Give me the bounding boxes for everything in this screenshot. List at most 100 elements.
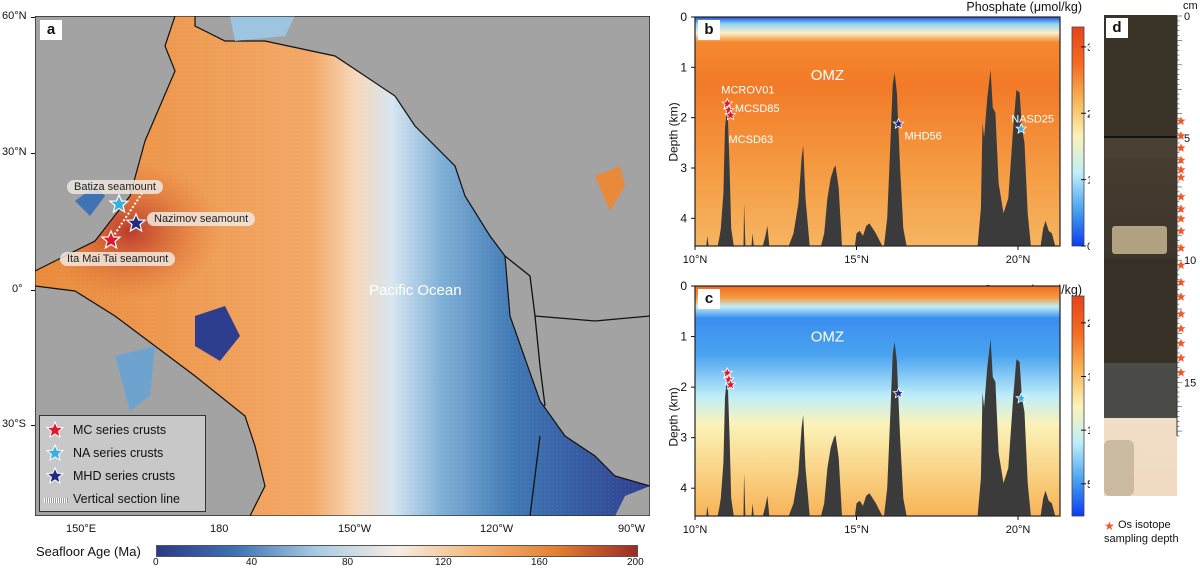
panel-d: d cm 0 5 10 15 ★ Os isotope sampling depth <box>1090 0 1200 568</box>
scale-tick-label: 15 <box>1184 377 1196 389</box>
os-sampling-star <box>1176 277 1186 287</box>
omz-label: OMZ <box>811 67 844 84</box>
marginal-basin <box>195 306 240 361</box>
omz-label: OMZ <box>811 329 844 346</box>
x-tick-label: 10°N <box>683 254 708 266</box>
map-x-tick: 90°W <box>618 523 646 535</box>
batiza-seamount-star[interactable] <box>108 193 130 214</box>
os-sampling-star <box>1176 172 1186 182</box>
os-sampling-star <box>1176 143 1186 152</box>
plot-frame <box>694 16 1061 247</box>
os-sampling-star <box>1176 309 1186 318</box>
legend-section-line: Vertical section line <box>73 492 181 506</box>
colorbar-tick-label: 150 <box>1087 371 1090 383</box>
ita-mai-tai-seamount-label: Ita Mai Tai seamount <box>60 252 176 266</box>
scale-tick-label: 10 <box>1184 255 1196 267</box>
crust-photo <box>1104 363 1177 418</box>
vertical-section-line <box>109 185 148 242</box>
batiza-seamount-label: Batiza seamount <box>67 180 163 194</box>
nazimov-seamount-star[interactable] <box>125 212 147 233</box>
os-sampling-star <box>1176 353 1186 362</box>
sample-star-mcsd63[interactable] <box>724 378 737 390</box>
y-tick-label: 3 <box>680 161 687 175</box>
crust-photo <box>1104 138 1177 158</box>
colorbar-tick-label: 0 <box>1087 241 1090 253</box>
os-sampling-star <box>1176 226 1186 235</box>
sample-label-mcsd85: MCSD85 <box>735 103 780 115</box>
os-sampling-star <box>1176 116 1186 125</box>
y-tick-label: 2 <box>680 111 687 125</box>
colorbar <box>1071 26 1085 247</box>
oxygen-section: 0 1 2 3 4 10°N 15°N 20°N OMZ 50 100 150 200 <box>680 280 1090 536</box>
plot-frame <box>694 285 1061 517</box>
sample-label-mcrov01: MCROV01 <box>721 85 774 97</box>
plate-boundary <box>534 315 650 322</box>
os-sampling-star <box>1176 155 1186 165</box>
os-legend-star-icon: ★ <box>1104 519 1115 533</box>
panel-d-letter: d <box>1106 18 1128 38</box>
os-sampling-star <box>1176 214 1186 223</box>
os-sampling-star <box>1176 131 1186 140</box>
map-x-tick: 150°E <box>66 523 97 535</box>
land-asia-northwest <box>35 16 176 272</box>
crust-photo-light-patch <box>1112 226 1167 254</box>
ita-mai-tai-seamount-star[interactable] <box>100 229 122 250</box>
gulf-of-california <box>595 166 625 211</box>
age-colorbar-tick: 80 <box>342 557 354 568</box>
legend-mc-star-icon <box>46 421 64 439</box>
y-tick-label: 3 <box>680 431 687 445</box>
core-scale-unit: cm <box>1183 0 1198 12</box>
age-colorbar-tick: 200 <box>627 557 644 568</box>
sample-star-mcsd63[interactable] <box>724 109 737 121</box>
x-tick-label: 20°N <box>1006 254 1031 266</box>
phosphate-title: Phosphate (μmol/kg) <box>966 0 1082 14</box>
colorbar <box>1071 295 1085 517</box>
colorbar-tick-label: 1 <box>1087 175 1090 187</box>
map-x-tick: 180 <box>210 523 229 535</box>
panel-c-letter: c <box>698 289 720 309</box>
map-legend: MC series crusts NA series crusts MHD se… <box>39 415 206 512</box>
land-south-america <box>615 486 650 516</box>
legend-mhd-star-icon <box>46 467 64 485</box>
scale-tick-label: 0 <box>1184 11 1190 23</box>
map-x-tick: 150°W <box>338 523 372 535</box>
os-sampling-star <box>1176 368 1186 377</box>
panel-b: Phosphate (μmol/kg) Depth (km) 0 1 2 3 4 10°N… <box>660 0 1090 280</box>
sample-label-mhd56: MHD56 <box>904 131 941 143</box>
seafloor-topography <box>695 69 1060 246</box>
panel-a-letter: a <box>40 20 62 40</box>
nazimov-seamount-label: Nazimov seamount <box>147 212 256 226</box>
y-tick-label: 0 <box>680 10 687 24</box>
colorbar-tick-label: 3 <box>1087 42 1090 54</box>
x-tick-label: 20°N <box>1006 524 1031 536</box>
sample-label-nasd25: NASD25 <box>1011 114 1054 126</box>
crust-photo <box>1104 258 1177 363</box>
y-tick-label: 1 <box>680 60 687 74</box>
sample-star-nasd25[interactable] <box>1015 122 1028 135</box>
os-legend-line2: sampling depth <box>1104 533 1179 545</box>
sample-star-mcrov01[interactable] <box>721 366 734 379</box>
age-colorbar-tick: 0 <box>153 557 159 568</box>
map-y-tick: 60°N <box>2 10 27 22</box>
sample-star-nasd25[interactable] <box>1015 392 1028 404</box>
age-colorbar-gradient <box>156 545 638 557</box>
land-north-america <box>194 16 650 487</box>
pacific-ocean-label: Pacific Ocean <box>369 282 462 299</box>
map-x-tick: 120°W <box>480 523 514 535</box>
x-tick-label: 15°N <box>844 254 869 266</box>
os-sampling-star <box>1176 324 1186 333</box>
legend-na-star-icon <box>46 444 64 462</box>
sample-star-mhd56[interactable] <box>892 387 905 399</box>
panel-c: Oxygen (μmol/kg) Depth (km) 0123410°N15°… <box>660 280 1090 568</box>
y-tick-label: 1 <box>680 330 687 344</box>
plate-boundary <box>529 435 541 516</box>
age-colorbar-label: Seafloor Age (Ma) <box>36 544 141 559</box>
y-tick-label: 2 <box>680 380 687 394</box>
age-colorbar-tick: 40 <box>246 557 258 568</box>
sample-star-mhd56[interactable] <box>892 117 905 130</box>
x-tick-label: 15°N <box>844 524 869 536</box>
os-legend-line1: Os isotope <box>1118 519 1171 531</box>
sample-star-mcrov01[interactable] <box>721 97 734 109</box>
crack-line <box>1104 136 1177 138</box>
arctic-basin <box>230 16 295 41</box>
